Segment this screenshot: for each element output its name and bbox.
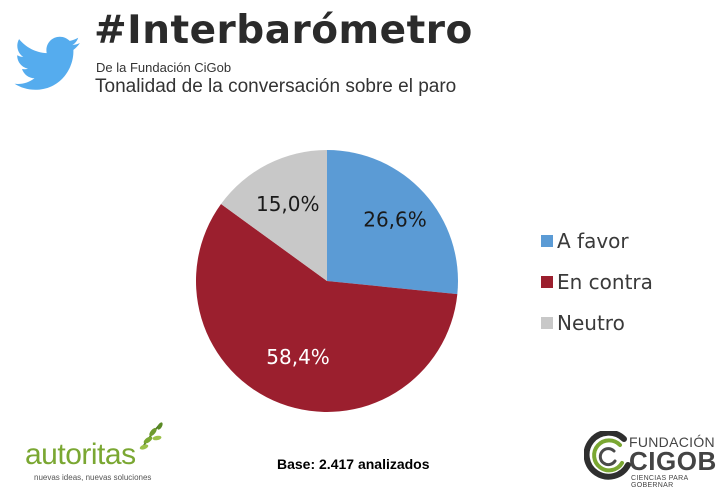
chart-subtitle: Tonalidad de la conversación sobre el pa… (95, 76, 457, 97)
cigob-logo-line3: CIENCIAS PARA GOBERNAR (631, 475, 689, 489)
base-note: Base: 2.417 analizados (277, 456, 430, 472)
pie-slice-a-favor (327, 150, 458, 295)
legend-label: Neutro (557, 311, 625, 335)
pie-slice-neutro (221, 150, 327, 281)
slice-value-label: 58,4% (266, 345, 330, 369)
legend-swatch (541, 235, 553, 247)
pie-slices (196, 150, 458, 412)
twitter-bird-icon (14, 36, 81, 90)
organization-subtitle: De la Fundación CiGob (96, 60, 232, 75)
legend-swatch (541, 276, 553, 288)
autoritas-logo-text: autoritas (25, 438, 136, 471)
pie-slice-labels: 26,6% 58,4% 15,0% (256, 192, 427, 369)
cigob-logo-line2: CIGOB (629, 446, 717, 476)
autoritas-tagline: nuevas ideas, nuevas soluciones (34, 473, 152, 482)
header: #Interbarómetro De la Fundación CiGob To… (0, 0, 728, 110)
autoritas-logo (139, 422, 163, 450)
cigob-emblem-icon (584, 431, 631, 480)
legend-label: A favor (557, 229, 629, 253)
legend-swatch (541, 317, 553, 329)
chart-legend: A favor En contra Neutro (541, 229, 653, 335)
cigob-logo-line1: FUNDACIÓN (629, 434, 715, 450)
slice-value-label: 15,0% (256, 192, 320, 216)
page-title: #Interbarómetro (94, 8, 473, 53)
pie-slice-en-contra (196, 204, 458, 412)
legend-label: En contra (557, 270, 653, 294)
slice-value-label: 26,6% (363, 207, 427, 231)
